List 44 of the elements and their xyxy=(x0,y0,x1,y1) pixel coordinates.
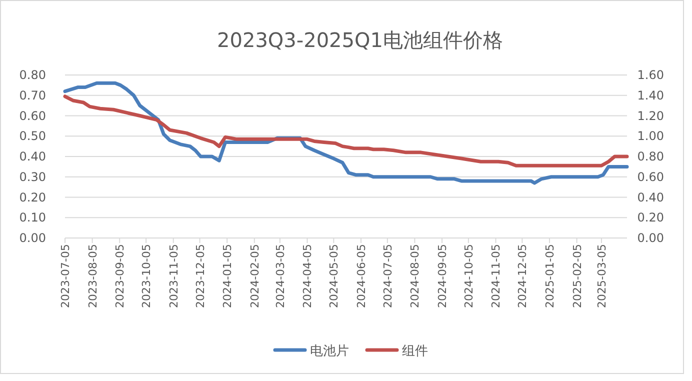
x-tick-label: 2023-08-05 xyxy=(86,244,100,308)
x-tick-label: 2024-08-05 xyxy=(408,244,422,308)
y2-tick-label: 0.40 xyxy=(637,190,664,204)
y-tick-label: 0.70 xyxy=(19,88,46,102)
x-tick-label: 2025-01-05 xyxy=(543,244,556,308)
y2-tick-label: 0.20 xyxy=(637,210,664,225)
x-tick-label: 2024-01-05 xyxy=(221,244,234,308)
y2-tick-label: 1.20 xyxy=(637,108,664,123)
y2-tick-label: 1.00 xyxy=(637,129,664,144)
y2-tick-label: 0.80 xyxy=(637,150,664,164)
y-tick-label: 0.50 xyxy=(19,129,46,144)
y2-tick-label: 1.60 xyxy=(637,68,664,82)
legend-label: 组件 xyxy=(402,344,428,359)
y-tick-label: 0.20 xyxy=(19,190,46,204)
x-tick-label: 2024-05-05 xyxy=(328,244,341,308)
legend-label: 电池片 xyxy=(310,344,349,359)
x-tick-label: 2024-06-05 xyxy=(354,244,368,308)
x-tick-label: 2023-12-05 xyxy=(194,244,207,308)
x-tick-label: 2023-09-05 xyxy=(114,244,127,308)
x-tick-label: 2025-02-05 xyxy=(570,244,584,308)
x-tick-label: 2024-10-05 xyxy=(462,244,476,308)
line-series xyxy=(63,94,629,168)
x-tick-label: 2023-10-05 xyxy=(140,244,154,308)
y2-tick-label: 0.60 xyxy=(637,170,664,184)
x-tick-label: 2024-02-05 xyxy=(248,244,262,308)
x-tick-label: 2024-07-05 xyxy=(381,244,394,308)
x-tick-label: 2024-03-05 xyxy=(274,244,287,308)
y-tick-label: 0.40 xyxy=(19,150,46,164)
y2-tick-label: 0.00 xyxy=(637,231,664,245)
y-tick-label: 0.10 xyxy=(19,210,46,225)
x-tick-label: 2023-11-05 xyxy=(167,244,180,308)
x-tick-label: 2025-03-05 xyxy=(595,244,608,308)
x-tick-label: 2023-07-05 xyxy=(59,244,72,308)
x-tick-label: 2024-04-05 xyxy=(301,244,314,308)
x-tick-label: 2024-12-05 xyxy=(516,244,530,308)
chart-title: 2023Q3-2025Q1电池组件价格 xyxy=(217,28,503,52)
x-tick-label: 2024-11-05 xyxy=(490,244,503,308)
line-series xyxy=(63,81,629,185)
y-tick-label: 0.60 xyxy=(19,108,46,123)
x-tick-label: 2024-09-05 xyxy=(436,244,450,308)
y2-tick-label: 1.40 xyxy=(637,88,664,102)
y-tick-label: 0.80 xyxy=(19,68,46,82)
y-tick-label: 0.00 xyxy=(19,231,46,245)
y-tick-label: 0.30 xyxy=(19,170,46,184)
